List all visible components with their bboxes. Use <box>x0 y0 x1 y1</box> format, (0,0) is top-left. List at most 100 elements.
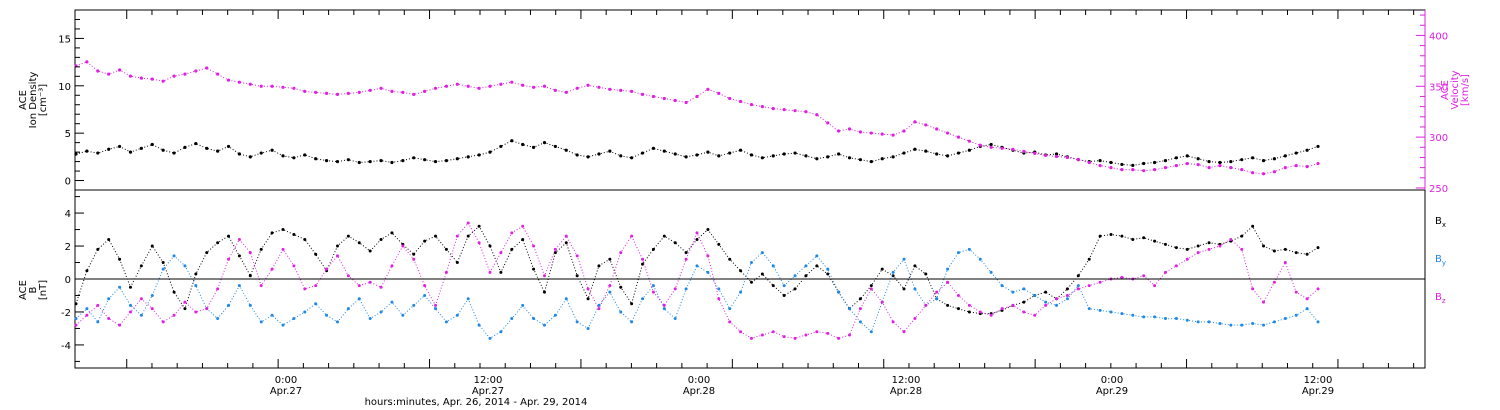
data-point <box>553 247 557 251</box>
data-point <box>1153 315 1157 319</box>
data-point <box>630 302 634 306</box>
data-point <box>183 145 187 149</box>
data-point <box>444 270 448 274</box>
y-axis-title-b: ACE B [nT] <box>18 280 49 300</box>
data-point <box>684 155 688 159</box>
data-point <box>401 159 405 163</box>
data-point <box>107 317 111 321</box>
data-point <box>967 310 971 314</box>
data-point <box>1131 237 1135 241</box>
y-tick-label: 0 <box>65 177 71 188</box>
data-point <box>423 239 427 243</box>
data-point <box>488 150 492 154</box>
y2-tick-label: 350 <box>1429 82 1448 93</box>
data-point <box>128 310 132 314</box>
data-point <box>281 85 285 89</box>
data-point <box>608 284 612 288</box>
data-point <box>913 317 917 321</box>
data-point <box>608 290 612 294</box>
data-point <box>1033 313 1037 317</box>
data-point <box>346 158 350 162</box>
data-point <box>1196 251 1200 255</box>
data-point <box>1251 322 1255 325</box>
data-point <box>662 149 666 153</box>
data-point <box>303 89 307 93</box>
data-point <box>641 262 645 266</box>
data-point <box>684 100 688 105</box>
data-point <box>455 82 459 86</box>
data-point <box>956 293 960 297</box>
data-point <box>118 285 122 289</box>
data-point <box>521 303 525 307</box>
data-point <box>1087 160 1091 165</box>
data-point <box>1207 320 1211 324</box>
data-point <box>521 83 525 87</box>
data-point <box>1174 246 1178 250</box>
data-point <box>1185 318 1189 322</box>
data-point <box>597 85 601 89</box>
data-point <box>1174 317 1178 321</box>
data-point <box>216 149 220 153</box>
y-tick-label: 0 <box>65 275 71 286</box>
data-point <box>139 146 143 150</box>
data-point <box>1196 162 1200 167</box>
data-point <box>1251 156 1255 160</box>
y-tick-label: -2 <box>61 308 71 319</box>
data-point <box>401 244 405 248</box>
data-point <box>477 153 481 157</box>
data-point <box>1152 160 1157 165</box>
data-point <box>1294 163 1298 168</box>
data-point <box>575 153 579 157</box>
data-point <box>597 152 601 156</box>
data-point <box>804 264 808 268</box>
data-point <box>1251 287 1255 291</box>
data-point <box>521 224 525 228</box>
y-axis-title-b-line: ACE <box>18 280 29 300</box>
data-point <box>989 145 993 149</box>
data-point <box>1152 168 1157 172</box>
data-point <box>869 131 873 135</box>
data-point <box>368 249 372 253</box>
data-point <box>793 336 797 340</box>
data-point <box>139 313 143 317</box>
data-point <box>1251 224 1255 228</box>
data-point <box>553 88 557 92</box>
data-point <box>967 148 971 152</box>
data-point <box>1120 168 1124 172</box>
data-point <box>793 151 797 155</box>
data-point <box>1163 166 1168 170</box>
data-point <box>706 150 710 154</box>
data-point <box>749 102 754 107</box>
data-point <box>1240 158 1244 162</box>
data-point <box>1185 247 1189 251</box>
data-point <box>1218 160 1222 165</box>
series-trace <box>75 248 1319 339</box>
data-point <box>150 77 154 81</box>
data-point <box>1305 148 1309 152</box>
data-point <box>989 142 993 147</box>
data-point <box>1044 153 1048 158</box>
data-point <box>728 96 732 101</box>
data-layer <box>74 60 1320 340</box>
data-point <box>1283 247 1287 251</box>
data-point <box>1261 172 1266 176</box>
data-point <box>662 234 666 238</box>
data-point <box>575 320 579 324</box>
data-point <box>902 129 906 133</box>
data-point <box>1109 233 1113 236</box>
data-point <box>673 317 677 321</box>
y-axis-title-b-line: B <box>28 286 39 293</box>
data-point <box>477 86 481 90</box>
data-point <box>248 82 252 86</box>
data-point <box>728 257 732 261</box>
data-point <box>1054 154 1059 159</box>
data-point <box>728 307 732 311</box>
data-point <box>673 98 677 103</box>
data-point <box>978 143 982 147</box>
data-point <box>74 323 78 327</box>
series-trace <box>75 140 1319 166</box>
x-tick-label-time: 12:00 <box>1304 375 1333 386</box>
data-point <box>782 335 786 339</box>
data-point <box>368 88 372 92</box>
data-point <box>216 72 220 76</box>
